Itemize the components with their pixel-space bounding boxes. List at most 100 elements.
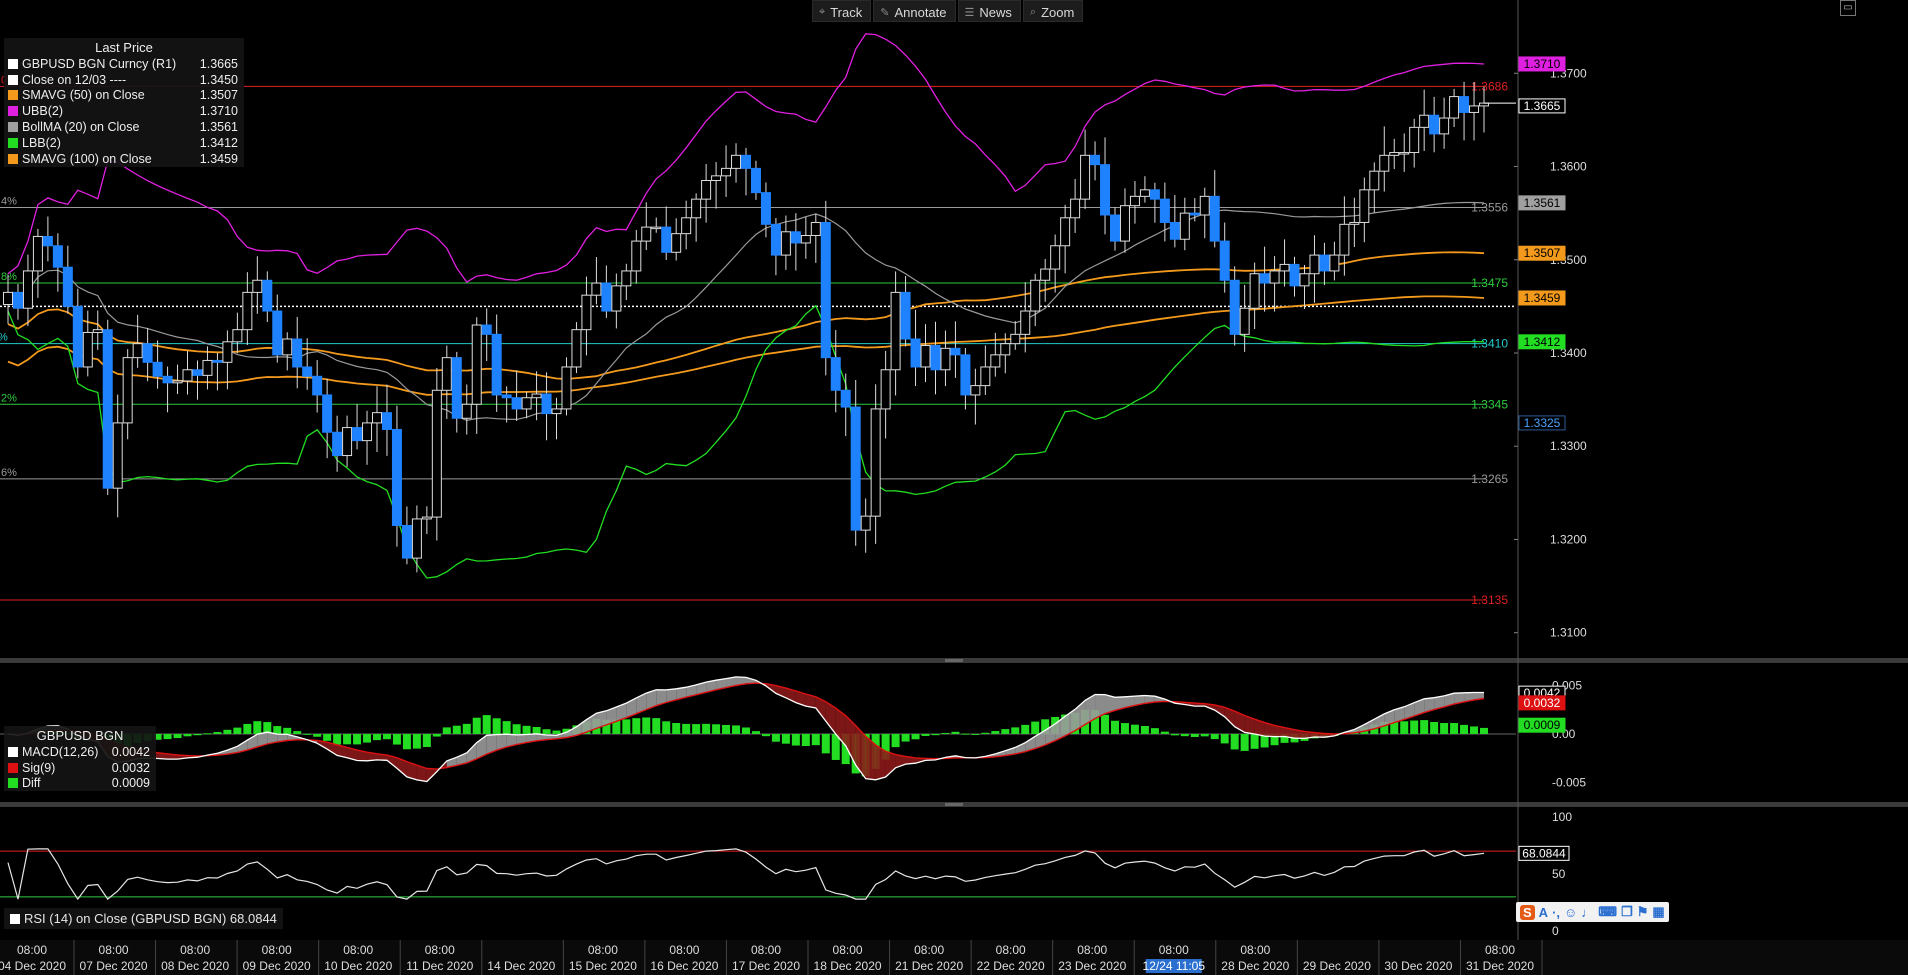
candle [581,294,592,331]
candle [770,223,781,256]
price-legend-label: GBPUSD BGN Curncy (R1) [22,56,177,71]
candle [372,412,382,424]
macd-signal-fill [1085,694,1096,725]
value-tag [1518,334,1566,350]
candle [1459,96,1470,113]
candle [1100,164,1111,216]
macd-signal-fill [1065,709,1076,736]
macd-signal-fill [666,688,677,703]
price-legend-row[interactable]: LBB(2) 1.3412 [4,135,244,151]
macd-histogram-bar [422,733,431,747]
macd-histogram-bar [821,733,830,754]
y-axis-label: 1.3100 [1550,626,1587,640]
annotate-button[interactable]: ✎ Annotate [873,0,956,22]
x-axis-time: 08:00 [425,943,455,957]
tray-icon[interactable]: ❐ [1621,904,1633,919]
macd-legend-label: Diff [22,776,41,791]
zoom-button[interactable]: ⌕ Zoom [1022,0,1084,22]
fib-level-label: 1.3686 [1471,79,1508,93]
candle [431,389,442,518]
macd-signal-fill [736,676,746,686]
macd-signal-fill [586,713,597,733]
macd-legend-row[interactable]: Diff 0.0009 [4,776,156,792]
price-legend-row[interactable]: UBB(2) 1.3710 [4,103,244,119]
candle [1359,189,1370,223]
value-tag-label: 1.3561 [1524,196,1561,210]
x-axis-time: 08:00 [1485,943,1515,957]
macd-signal-fill [746,677,756,684]
macd-signal-fill [1244,715,1255,735]
tray-icon[interactable]: ·, [1552,904,1561,920]
macd-signal-fill [516,734,527,745]
candle [202,359,213,376]
macd-histogram-bar [841,733,850,765]
macd-histogram-bar [402,733,411,750]
macd-legend-label: Sig(9) [22,760,56,775]
candle [591,282,602,296]
candle [381,412,392,430]
macd-legend: GBPUSD BGN MACD(12,26) 0.0042 Sig(9) 0.0032… [4,726,156,792]
rsi-line [7,848,1485,901]
candle [1169,221,1180,240]
x-axis-highlight [1145,959,1202,973]
price-legend-row[interactable]: BollMA (20) on Close 1.3561 [4,119,244,135]
macd-legend-swatch [8,778,18,789]
candle [830,357,841,391]
macd-signal-fill [1354,724,1365,733]
tray-icon[interactable]: S [1520,904,1535,920]
macd-signal-fill [1424,697,1435,713]
news-button[interactable]: ☰ News [957,0,1021,22]
candle [92,329,103,333]
tray-icon[interactable]: ☺ [1564,904,1578,920]
macd-legend-swatch [8,762,18,773]
price-legend-row[interactable]: GBPUSD BGN Curncy (R1) 1.3665 [4,56,244,72]
restore-window-icon[interactable]: ▭ [1840,0,1856,16]
tray-icon[interactable]: ♩ [1581,904,1595,920]
tray-icon[interactable]: ⚑ [1636,904,1649,919]
macd-histogram-bar [1420,720,1429,734]
candle [820,221,831,359]
macd-histogram-bar [452,725,461,734]
price-legend-swatch [8,122,18,133]
candle [1249,273,1260,309]
price-legend-value: 1.3561 [199,120,238,135]
candle [1050,245,1061,270]
candle [302,366,313,377]
value-tag-label: 1.3412 [1524,335,1561,349]
macd-legend-row[interactable]: Sig(9) 0.0032 [4,760,156,776]
macd-histogram-bar [392,733,401,745]
upper-band-line [7,33,1485,283]
price-legend-row[interactable]: SMAVG (100) on Close 1.3459 [4,151,244,167]
macd-histogram-bar [911,733,920,740]
annotate-label: Annotate [894,4,947,20]
price-legend-row[interactable]: SMAVG (50) on Close 1.3507 [4,88,244,104]
macd-histogram-bar [253,721,262,734]
price-legend-row[interactable]: Close on 12/03 ---- 1.3450 [4,72,244,88]
macd-signal-fill [367,752,377,761]
tray-icon[interactable]: ⌨ [1598,904,1618,919]
track-button[interactable]: ⌖ Track [812,0,872,22]
price-legend-label: LBB(2) [22,135,61,150]
news-icon: ☰ [964,6,975,19]
macd-value-tag [1518,695,1566,711]
macd-value-tag-label: 0.0009 [1524,718,1561,732]
macd-histogram-bar [382,733,391,740]
candle [262,279,273,312]
tray-icon[interactable]: A [1538,904,1549,920]
macd-signal-fill [416,765,427,782]
macd-histogram-bar [961,733,970,735]
x-axis-date: 10 Dec 2020 [324,959,392,973]
tray-icon[interactable]: ▦ [1652,904,1665,919]
macd-signal-fill [536,733,547,741]
macd-histogram-bar [791,733,800,746]
candle [1389,152,1400,156]
macd-histogram-bar [1001,729,1010,734]
macd-histogram-bar [652,718,661,734]
macd-legend-row[interactable]: MACD(12,26) 0.0042 [4,744,156,760]
news-label: News [979,4,1012,20]
candle [780,231,791,256]
candle [1219,240,1230,281]
candle [661,226,672,253]
x-axis-time: 08:00 [1159,943,1189,957]
